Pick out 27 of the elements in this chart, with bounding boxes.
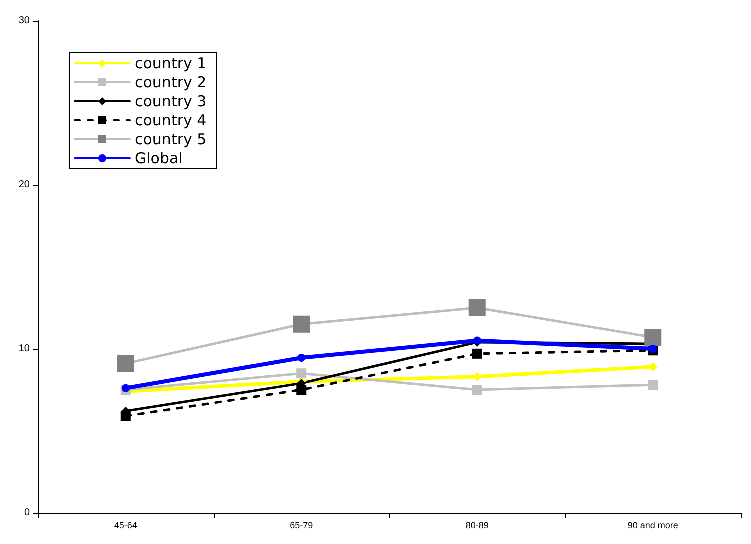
x-tick-label: 65-79 (290, 520, 314, 530)
point (468, 300, 486, 316)
point (649, 345, 658, 353)
legend-label: country 4 (135, 112, 207, 130)
point (117, 355, 134, 372)
point (648, 380, 658, 390)
y-tick-label: 10 (18, 344, 30, 354)
x-tick-label: 45-64 (114, 520, 138, 530)
point (644, 329, 662, 346)
y-tick-label: 30 (18, 16, 30, 26)
point (298, 354, 306, 362)
point (293, 316, 310, 333)
point (120, 411, 131, 422)
point (122, 384, 130, 392)
x-tick-label: 90 and more (628, 520, 678, 530)
legend-label: country 5 (135, 130, 207, 148)
point (472, 348, 482, 359)
legend-label: country 2 (135, 74, 207, 92)
legend-label: Global (135, 150, 183, 168)
point (472, 385, 482, 395)
point (296, 368, 307, 379)
x-tick-label: 80-89 (466, 520, 489, 530)
y-tick-label: 0 (24, 508, 30, 518)
y-tick-label: 20 (18, 180, 30, 190)
legend-label: country 3 (135, 92, 207, 110)
point (296, 385, 307, 395)
legend-label: country 1 (135, 54, 207, 72)
